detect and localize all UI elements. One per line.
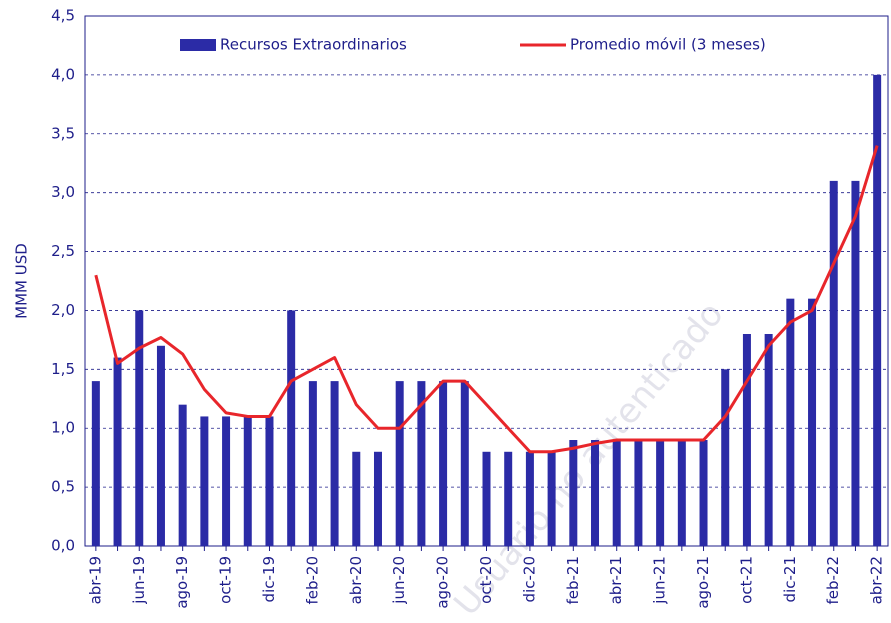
x-tick-label: dic-19 <box>260 556 278 602</box>
bar <box>417 381 426 546</box>
y-tick-label: 0,0 <box>51 537 75 555</box>
bar <box>829 180 838 546</box>
x-tick-label: abr-22 <box>868 556 886 604</box>
x-tick-label: ago-21 <box>694 556 712 609</box>
x-tick-label: oct-21 <box>737 556 755 604</box>
bar <box>677 440 686 546</box>
y-tick-label: 1,5 <box>51 360 75 378</box>
bar <box>721 369 730 546</box>
bar <box>287 310 296 546</box>
x-tick-label: dic-20 <box>520 556 538 602</box>
bar <box>591 440 600 546</box>
bar <box>482 451 491 546</box>
bar <box>525 451 534 546</box>
bar <box>178 404 187 546</box>
bar <box>352 451 361 546</box>
x-tick-label: feb-20 <box>303 556 321 605</box>
y-axis-label: MMM USD <box>13 243 31 319</box>
x-tick-label: oct-20 <box>477 556 495 604</box>
x-tick-label: abr-21 <box>607 556 625 604</box>
x-tick-label: jun-19 <box>130 556 148 605</box>
bar <box>91 381 100 546</box>
bar <box>439 381 448 546</box>
bar <box>851 180 860 546</box>
x-tick-label: ago-19 <box>173 556 191 609</box>
bar <box>634 440 643 546</box>
bar <box>373 451 382 546</box>
y-tick-label: 1,0 <box>51 419 75 437</box>
legend-swatch <box>180 39 216 51</box>
bar <box>742 334 751 546</box>
x-tick-label: jun-20 <box>390 556 408 605</box>
bar <box>265 416 274 546</box>
bar <box>156 345 165 546</box>
bar <box>547 451 556 546</box>
bar <box>873 74 882 546</box>
line <box>94 145 879 454</box>
bar <box>395 381 404 546</box>
y-tick-label: 3,5 <box>51 124 75 142</box>
x-tick-label: jun-21 <box>651 556 669 605</box>
x-tick-label: ago-20 <box>434 556 452 609</box>
bar <box>504 451 513 546</box>
legend-label: Recursos Extraordinarios <box>220 36 407 54</box>
bar <box>764 334 773 546</box>
x-tick-label: feb-22 <box>824 556 842 605</box>
bar <box>200 416 209 546</box>
x-tick-label: dic-21 <box>781 556 799 602</box>
legend-label: Promedio móvil (3 meses) <box>570 36 766 54</box>
x-tick-label: oct-19 <box>217 556 235 604</box>
y-tick-label: 2,0 <box>51 301 75 319</box>
bar <box>135 310 144 546</box>
x-tick-label: abr-20 <box>347 556 365 604</box>
bar <box>786 298 795 546</box>
bar <box>113 357 122 546</box>
y-tick-label: 4,0 <box>51 65 75 83</box>
bar <box>612 440 621 546</box>
bar <box>699 440 708 546</box>
bar <box>808 298 817 546</box>
y-tick-label: 0,5 <box>51 478 75 496</box>
bar <box>330 381 339 546</box>
bar <box>656 440 665 546</box>
y-tick-label: 2,5 <box>51 242 75 260</box>
y-tick-label: 4,5 <box>51 7 75 25</box>
bar <box>308 381 317 546</box>
bar <box>460 381 469 546</box>
bar <box>243 416 252 546</box>
x-tick-label: feb-21 <box>564 556 582 605</box>
bar <box>569 440 578 546</box>
bar <box>222 416 231 546</box>
y-tick-label: 3,0 <box>51 183 75 201</box>
x-tick-label: abr-19 <box>86 556 104 604</box>
